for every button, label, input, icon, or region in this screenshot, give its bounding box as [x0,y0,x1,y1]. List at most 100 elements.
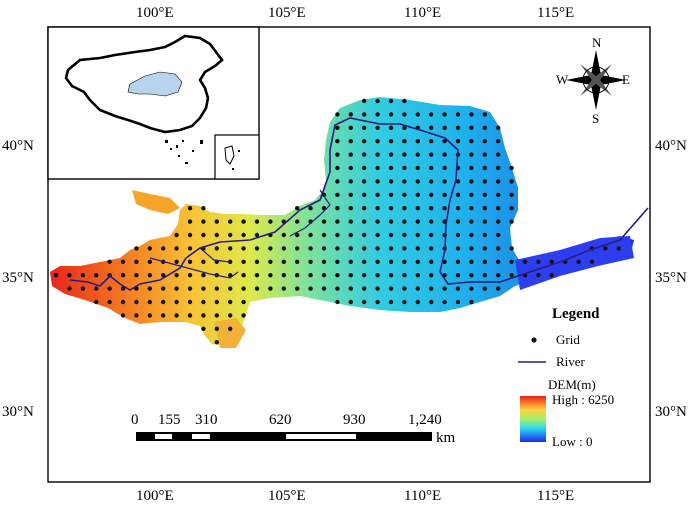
grid-point [254,259,260,264]
grid-point [388,232,394,238]
grid-point [362,112,367,117]
grid-point [388,206,394,211]
grid-point [161,286,166,291]
river-line [69,117,649,291]
map-frame [47,26,651,483]
grid-point [482,179,487,184]
grid-point [295,232,300,238]
grid-point [549,273,554,278]
grid-point [335,273,340,278]
grid-point [402,179,407,184]
legend-low-label: Low : 0 [552,434,592,449]
grid-point [80,286,86,291]
inset-map [47,26,260,180]
bottom-tick-115e: 115°E [537,488,574,504]
grid-point [429,259,434,264]
grid-point [442,165,447,171]
grid-point [415,206,420,211]
compass-east-label: E [622,72,630,87]
grid-point [415,165,420,171]
grid-point [161,313,166,318]
grid-point [241,313,246,318]
grid-point [455,206,461,211]
grid-point [281,259,286,264]
grid-point [375,273,380,278]
grid-point [94,286,99,291]
grid-point [228,219,233,224]
legend-title: Legend [552,306,600,322]
grid-point [388,152,394,157]
grid-point [362,192,367,197]
compass-west-label: W [556,72,569,87]
grid-point [415,232,420,238]
grid-point [496,152,501,157]
grid-point [174,259,179,264]
grid-point [429,192,434,197]
grid-point [455,139,461,144]
grid-point [321,273,327,278]
grid-point [161,246,166,251]
grid-point [335,152,340,157]
grid-point [348,112,353,117]
grid-point [375,152,380,157]
grid-point [388,259,394,264]
grid-point [455,112,461,117]
scale-tick-310: 310 [195,412,218,428]
river-tributary [149,189,331,279]
grid-point [442,139,447,144]
grid-point [362,206,367,211]
grid-point [402,192,407,197]
grid-point [509,192,514,197]
grid-point [388,98,394,104]
dem-color-ramp [520,396,546,442]
grid-point [94,273,99,278]
grid-point [429,125,434,130]
grid-point [348,192,353,197]
grid-point [429,165,434,171]
bottom-tick-110e: 110°E [404,488,441,504]
grid-point [482,232,487,238]
grid-point [335,286,340,291]
grid-point [254,246,260,251]
grid-point [147,313,152,318]
grid-point [335,179,340,184]
grid-point [469,246,474,251]
grid-point [375,112,380,117]
grid-point [496,165,501,171]
grid-point [415,179,420,184]
grid-point [469,273,474,278]
grid-point [429,273,434,278]
grid-point [496,125,501,130]
grid-point [214,313,219,318]
grid-point [442,152,447,157]
grid-point [201,232,206,238]
grid-point [321,246,327,251]
legend-river-label: River [556,354,586,369]
grid-point [429,232,434,238]
grid-point [241,246,246,251]
scale-tick-155: 155 [158,412,181,428]
grid-point [107,259,112,264]
grid-legend-marker [531,337,537,343]
grid-point [469,152,474,157]
grid-point [335,219,340,224]
grid-point [429,206,434,211]
grid-point [362,152,367,157]
grid-point [174,246,179,251]
grid-point [201,273,206,278]
grid-point [415,299,420,305]
grid-point [375,192,380,197]
grid-point [482,112,487,117]
grid-point [482,139,487,144]
grid-point [429,179,434,184]
grid-point [469,125,474,130]
right-tick-35n: 35°N [655,270,687,286]
grid-point [362,273,367,278]
grid-point [201,259,206,264]
grid-point [308,232,313,238]
grid-point [482,246,487,251]
grid-point [308,286,313,291]
compass-north-label: N [592,35,602,50]
grid-point [241,273,246,278]
